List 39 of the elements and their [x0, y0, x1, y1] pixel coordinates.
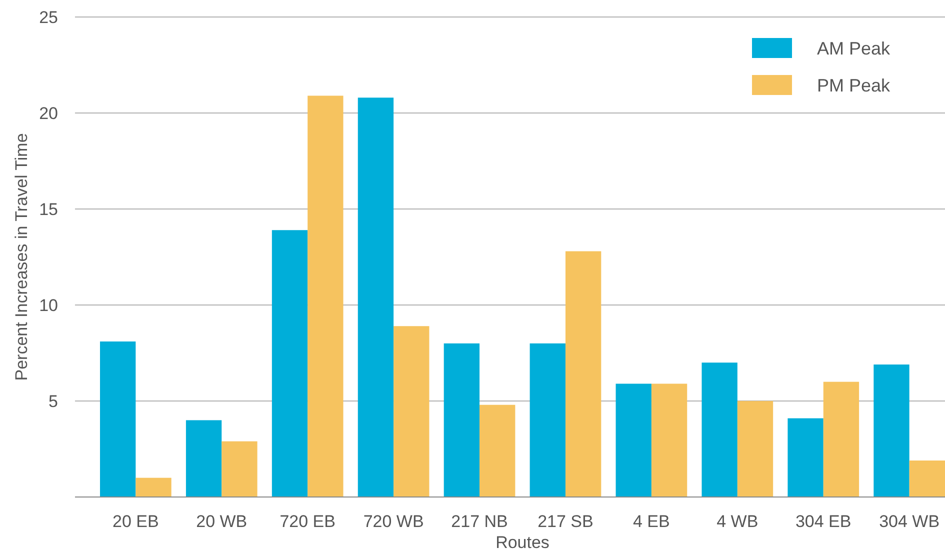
y-axis-title: Percent Increases in Travel Time	[12, 133, 31, 381]
x-tick-label: 304 EB	[795, 512, 852, 531]
bar	[136, 478, 172, 497]
x-tick-label: 4 WB	[716, 512, 758, 531]
bar	[565, 251, 602, 497]
bar	[530, 343, 566, 497]
x-tick-label: 20 WB	[196, 512, 248, 531]
x-tick-label: 720 WB	[363, 512, 424, 531]
y-tick-label: 15	[39, 200, 58, 219]
x-tick-label: 217 NB	[451, 512, 508, 531]
bar	[444, 343, 480, 497]
x-tick-label: 720 EB	[280, 512, 336, 531]
bar	[909, 460, 945, 497]
legend-label: AM Peak	[817, 38, 892, 58]
y-tick-label: 20	[39, 104, 58, 123]
bar	[308, 96, 344, 497]
bar	[616, 384, 652, 497]
y-tick-label: 10	[39, 296, 58, 315]
bar	[272, 230, 308, 497]
x-tick-label: 20 EB	[112, 512, 159, 531]
x-tick-label: 4 EB	[633, 512, 670, 531]
bar	[358, 98, 394, 497]
legend-label: PM Peak	[817, 75, 892, 96]
bar	[394, 326, 430, 497]
x-tick-label: 217 SB	[538, 512, 594, 531]
bar	[702, 362, 738, 497]
y-tick-label: 25	[39, 8, 58, 27]
bar	[222, 441, 258, 497]
bar	[737, 401, 774, 497]
bar	[874, 364, 910, 497]
bar	[186, 420, 222, 497]
bar	[100, 341, 136, 497]
bar	[788, 418, 824, 497]
bar	[480, 404, 516, 497]
x-axis-title: Routes	[496, 533, 550, 552]
x-tick-label: 304 WB	[879, 512, 940, 531]
y-tick-label: 5	[48, 392, 58, 411]
bar	[823, 382, 860, 497]
bar	[651, 384, 688, 497]
